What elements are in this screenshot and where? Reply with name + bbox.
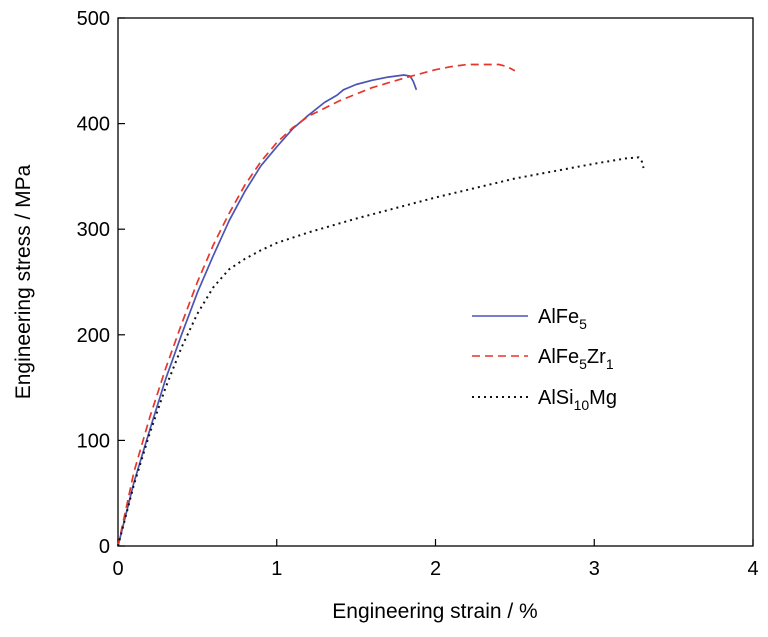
series-line-alfe5 — [117, 74, 418, 547]
x-tick-label: 0 — [112, 558, 123, 580]
y-tick-label: 200 — [77, 325, 110, 347]
y-tick-label: 500 — [77, 8, 110, 30]
plot-frame — [117, 17, 754, 547]
x-axis-label: Engineering strain / % — [332, 600, 537, 623]
x-tick-label: 3 — [589, 558, 600, 580]
x-tick-label: 1 — [271, 558, 282, 580]
legend: AlFe5 AlFe5Zr1 AlSi10Mg — [472, 306, 617, 413]
series-lines — [117, 63, 645, 547]
legend-label-alfe5zr1: AlFe5Zr1 — [538, 346, 614, 372]
series-line-alfe5zr1 — [117, 63, 516, 547]
x-tick-label: 4 — [747, 558, 758, 580]
series-line-alsi10mg — [117, 156, 645, 547]
y-axis-label: Engineering stress / MPa — [12, 164, 35, 399]
y-tick-label: 300 — [77, 219, 110, 241]
axis-ticks: 0 1 2 3 4 0 100 200 300 400 500 — [77, 8, 759, 580]
y-tick-label: 400 — [77, 114, 110, 136]
y-tick-label: 0 — [99, 536, 110, 558]
legend-label-alfe5: AlFe5 — [538, 306, 587, 332]
legend-label-alsi10mg: AlSi10Mg — [538, 387, 617, 413]
y-tick-label: 100 — [77, 430, 110, 452]
x-tick-label: 2 — [430, 558, 441, 580]
